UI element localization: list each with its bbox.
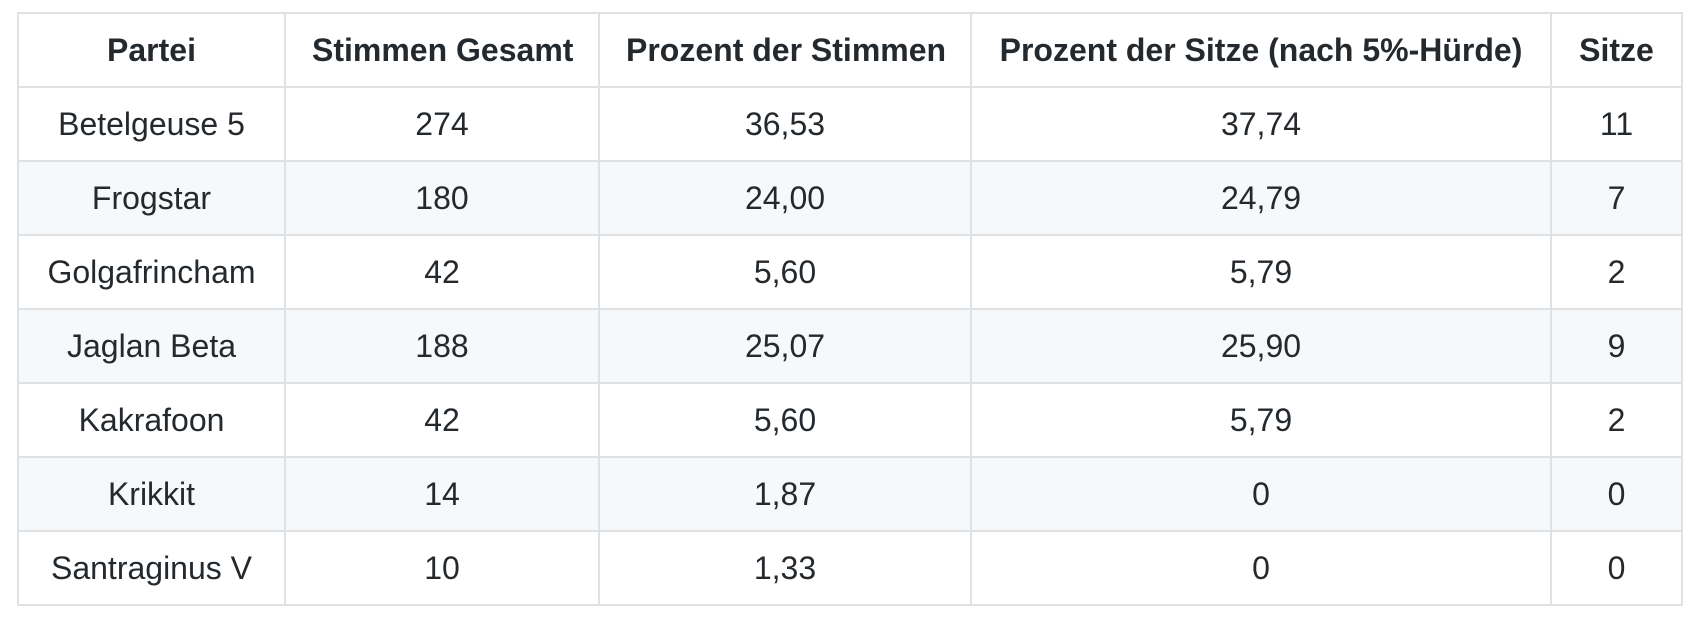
cell-prozent-der-stimmen: 5,60: [598, 382, 972, 458]
cell-sitze: 0: [1550, 530, 1683, 606]
cell-stimmen-gesamt: 10: [284, 530, 600, 606]
cell-prozent-der-sitze: 0: [970, 456, 1552, 532]
table-row: Krikkit 14 1,87 0 0: [17, 456, 1683, 532]
table-row: Betelgeuse 5 274 36,53 37,74 11: [17, 86, 1683, 162]
table-body: Betelgeuse 5 274 36,53 37,74 11 Frogstar…: [17, 86, 1683, 606]
table-row: Santraginus V 10 1,33 0 0: [17, 530, 1683, 606]
cell-stimmen-gesamt: 42: [284, 382, 600, 458]
cell-prozent-der-sitze: 25,90: [970, 308, 1552, 384]
header-row: Partei Stimmen Gesamt Prozent der Stimme…: [17, 12, 1683, 88]
cell-sitze: 2: [1550, 382, 1683, 458]
column-header-prozent-der-stimmen: Prozent der Stimmen: [598, 12, 972, 88]
cell-sitze: 9: [1550, 308, 1683, 384]
cell-stimmen-gesamt: 188: [284, 308, 600, 384]
cell-prozent-der-sitze: 5,79: [970, 382, 1552, 458]
cell-stimmen-gesamt: 14: [284, 456, 600, 532]
cell-partei: Santraginus V: [17, 530, 286, 606]
cell-prozent-der-sitze: 37,74: [970, 86, 1552, 162]
cell-partei: Kakrafoon: [17, 382, 286, 458]
cell-sitze: 11: [1550, 86, 1683, 162]
column-header-prozent-der-sitze: Prozent der Sitze (nach 5%-Hürde): [970, 12, 1552, 88]
cell-stimmen-gesamt: 180: [284, 160, 600, 236]
table-row: Frogstar 180 24,00 24,79 7: [17, 160, 1683, 236]
cell-partei: Jaglan Beta: [17, 308, 286, 384]
cell-partei: Krikkit: [17, 456, 286, 532]
cell-prozent-der-stimmen: 5,60: [598, 234, 972, 310]
cell-sitze: 7: [1550, 160, 1683, 236]
cell-partei: Betelgeuse 5: [17, 86, 286, 162]
column-header-stimmen-gesamt: Stimmen Gesamt: [284, 12, 600, 88]
cell-stimmen-gesamt: 274: [284, 86, 600, 162]
cell-sitze: 0: [1550, 456, 1683, 532]
table-row: Kakrafoon 42 5,60 5,79 2: [17, 382, 1683, 458]
cell-partei: Golgafrincham: [17, 234, 286, 310]
table-header: Partei Stimmen Gesamt Prozent der Stimme…: [17, 12, 1683, 88]
cell-prozent-der-stimmen: 24,00: [598, 160, 972, 236]
cell-prozent-der-stimmen: 1,33: [598, 530, 972, 606]
column-header-sitze: Sitze: [1550, 12, 1683, 88]
cell-stimmen-gesamt: 42: [284, 234, 600, 310]
cell-prozent-der-stimmen: 1,87: [598, 456, 972, 532]
column-header-partei: Partei: [17, 12, 286, 88]
cell-prozent-der-sitze: 0: [970, 530, 1552, 606]
cell-prozent-der-stimmen: 36,53: [598, 86, 972, 162]
cell-partei: Frogstar: [17, 160, 286, 236]
cell-prozent-der-sitze: 5,79: [970, 234, 1552, 310]
table-row: Golgafrincham 42 5,60 5,79 2: [17, 234, 1683, 310]
cell-prozent-der-sitze: 24,79: [970, 160, 1552, 236]
cell-prozent-der-stimmen: 25,07: [598, 308, 972, 384]
cell-sitze: 2: [1550, 234, 1683, 310]
table-row: Jaglan Beta 188 25,07 25,90 9: [17, 308, 1683, 384]
election-results-table: Partei Stimmen Gesamt Prozent der Stimme…: [17, 12, 1683, 606]
